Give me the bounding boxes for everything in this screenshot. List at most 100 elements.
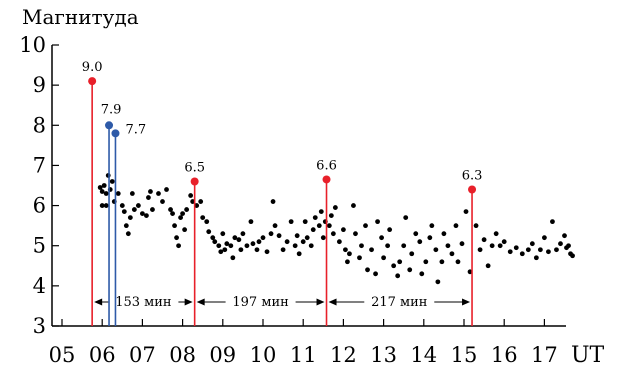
aftershock-point: [332, 205, 338, 210]
aftershock-point: [312, 215, 318, 221]
main-shock-label: 9.0: [82, 60, 103, 75]
aftershock-point: [363, 223, 368, 229]
x-tick-label: 08: [169, 343, 196, 367]
aftershock-point: [103, 203, 109, 208]
aftershock-point: [429, 223, 435, 229]
aftershock-point: [184, 207, 190, 212]
aftershock-point: [164, 187, 169, 192]
aftershock-point: [220, 231, 226, 237]
aftershock-point: [200, 215, 206, 221]
aftershock-point: [330, 231, 336, 237]
aftershock-point: [435, 279, 441, 285]
x-tick-label: 06: [89, 343, 116, 367]
main-shock-point: [190, 177, 199, 186]
aftershock-point: [497, 243, 503, 249]
aftershock-point: [146, 195, 151, 200]
main-shock-point: [88, 77, 97, 86]
aftershock-point: [387, 227, 393, 233]
aftershock-point: [115, 191, 121, 196]
aftershock-point: [121, 209, 127, 214]
aftershock-point: [513, 245, 519, 251]
aftershock-point: [566, 243, 571, 249]
aftershock-point: [463, 209, 469, 214]
aftershock-point: [264, 249, 270, 255]
aftershock-point: [270, 199, 276, 204]
aftershock-point: [135, 203, 141, 208]
interval-arrow-head-right: [316, 298, 325, 306]
interval-label: 153 мин: [115, 295, 171, 310]
interval-arrow-head-left: [196, 298, 205, 306]
aftershock-point: [341, 227, 346, 233]
x-tick-label: 05: [49, 343, 76, 367]
aftershock-point: [168, 207, 173, 212]
aftershock-point: [218, 249, 224, 255]
aftershock-point: [140, 211, 145, 217]
aftershock-point: [397, 259, 403, 265]
aftershock-point: [190, 199, 196, 204]
aftershock-point: [150, 207, 155, 212]
x-tick-label: 14: [410, 343, 437, 367]
aftershock-point: [467, 269, 473, 275]
aftershock-point: [537, 247, 543, 253]
aftershock-point: [391, 263, 397, 269]
aftershock-point: [260, 235, 266, 241]
aftershock-point: [365, 267, 370, 273]
aftershock-point: [423, 259, 429, 265]
interval-label-bg: [108, 293, 179, 307]
aftershock-point: [248, 219, 254, 225]
x-tick-label: 10: [250, 343, 277, 367]
aftershock-point: [379, 235, 384, 241]
aftershock-point: [375, 219, 380, 225]
aftershock-point: [413, 231, 419, 237]
aftershock-point: [268, 231, 274, 237]
aftershock-point: [320, 235, 326, 241]
interval-arrow-head-left: [94, 298, 103, 306]
aftershock-point: [232, 235, 238, 241]
y-tick-label: 7: [33, 153, 46, 177]
aftershock-point: [401, 243, 407, 249]
aftershock-point: [180, 211, 186, 217]
aftershock-points: [97, 173, 575, 285]
x-axis-label: UT: [571, 343, 605, 368]
aftershock-point: [439, 259, 445, 265]
aftershock-point: [294, 233, 300, 239]
aftershock-point: [206, 229, 212, 235]
axes: 3 4 5 6 7 8 9 10 05 06 07 08 09 10 11 12 13 14 15 16 17: [19, 33, 566, 367]
x-tick-label: 15: [451, 343, 478, 367]
main-shock-markers: 9.0 7.97.7 6.5 6.6 6.3: [82, 60, 483, 326]
aftershock-point: [188, 193, 194, 198]
aftershock-point: [316, 223, 322, 229]
aftershock-point: [123, 223, 129, 229]
y-tick-label: 6: [33, 194, 46, 218]
aftershock-point: [119, 203, 125, 208]
aftershock-point: [284, 239, 290, 245]
main-shock-label: 6.3: [462, 169, 483, 184]
aftershock-point: [427, 235, 433, 241]
interval-label: 217 мин: [371, 295, 427, 310]
aftershock-point: [485, 263, 491, 269]
aftershock-point: [568, 251, 573, 257]
aftershock-point: [455, 259, 461, 265]
aftershock-point: [459, 241, 465, 247]
aftershock-point: [240, 231, 246, 237]
interval-label-bg: [225, 293, 296, 307]
x-tick-label: 11: [290, 343, 317, 367]
aftershock-point: [109, 179, 115, 184]
aftershock-point: [395, 273, 401, 279]
aftershock-point: [562, 233, 567, 239]
main-shock-point: [105, 121, 114, 130]
aftershock-point: [546, 249, 551, 255]
aftershock-point: [292, 243, 298, 249]
aftershock-point: [417, 239, 423, 245]
x-tick-label: 13: [370, 343, 397, 367]
aftershock-point: [170, 211, 175, 217]
aftershock-point: [445, 243, 451, 249]
x-tick-label: 12: [330, 343, 357, 367]
y-tick-label: 8: [33, 113, 46, 137]
aftershock-point: [125, 231, 131, 237]
aftershock-point: [441, 231, 447, 237]
aftershock-point: [453, 223, 459, 229]
aftershock-point: [99, 189, 105, 194]
aftershock-point: [477, 247, 483, 253]
aftershock-point: [302, 219, 308, 225]
